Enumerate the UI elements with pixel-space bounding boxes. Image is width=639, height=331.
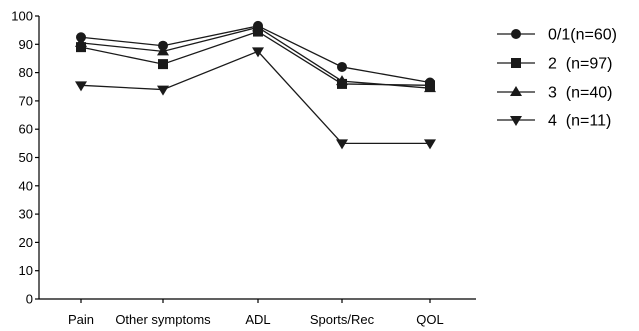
data-point	[75, 81, 87, 92]
y-tick-label: 40	[19, 178, 33, 193]
data-point	[75, 36, 87, 47]
legend-marker	[511, 58, 521, 68]
legend-label: 0/1(n=60)	[548, 27, 617, 44]
y-tick-label: 0	[26, 292, 33, 307]
y-tick-label: 50	[19, 150, 33, 165]
data-point	[336, 139, 348, 150]
data-point	[157, 85, 169, 96]
legend-marker	[510, 86, 522, 96]
series-0	[76, 20, 435, 88]
series-2	[75, 21, 436, 93]
legend-marker	[510, 116, 522, 126]
data-point	[337, 61, 347, 72]
series-line	[80, 30, 431, 86]
y-tick-label: 10	[19, 263, 33, 278]
legend-item: 2 (n=97)	[497, 56, 612, 73]
data-point	[424, 139, 436, 150]
series-3	[75, 47, 436, 150]
chart-legend: 0/1(n=60) 2 (n=97) 3 (n=40) 4 (n=11)	[497, 27, 617, 130]
series-layer	[75, 20, 436, 150]
y-tick-label: 30	[19, 207, 33, 222]
legend-item: 3 (n=40)	[497, 85, 612, 102]
data-point	[157, 45, 169, 56]
y-tick-label: 100	[11, 9, 33, 24]
y-tick-label: 60	[19, 122, 33, 137]
legend-label: 2 (n=97)	[548, 56, 612, 73]
legend-marker	[511, 29, 521, 39]
legend-item: 4 (n=11)	[497, 113, 611, 130]
chart-axes: 0 10 20 30 40 50 60 70 80 90 100 Pain Other symptoms…	[11, 9, 476, 327]
data-point	[76, 42, 86, 53]
data-point	[252, 21, 264, 32]
y-tick-label: 90	[19, 37, 33, 52]
x-tick-label: Sports/Rec	[310, 312, 375, 327]
series-line	[80, 50, 430, 145]
x-tick-label: ADL	[245, 312, 270, 327]
data-point	[336, 75, 348, 86]
legend-item: 0/1(n=60)	[497, 27, 617, 44]
y-tick-label: 20	[19, 235, 33, 250]
x-tick-label: Pain	[68, 312, 94, 327]
y-tick-label: 80	[19, 65, 33, 80]
legend-label: 3 (n=40)	[548, 85, 612, 102]
x-tick-label: Other symptoms	[115, 312, 211, 327]
data-point	[253, 26, 263, 37]
y-tick-label: 70	[19, 93, 33, 108]
data-point	[158, 59, 168, 70]
data-point	[252, 47, 264, 58]
x-tick-label: QOL	[416, 312, 443, 327]
data-point	[424, 82, 436, 93]
legend-label: 4 (n=11)	[548, 113, 611, 130]
series-1	[76, 26, 435, 91]
